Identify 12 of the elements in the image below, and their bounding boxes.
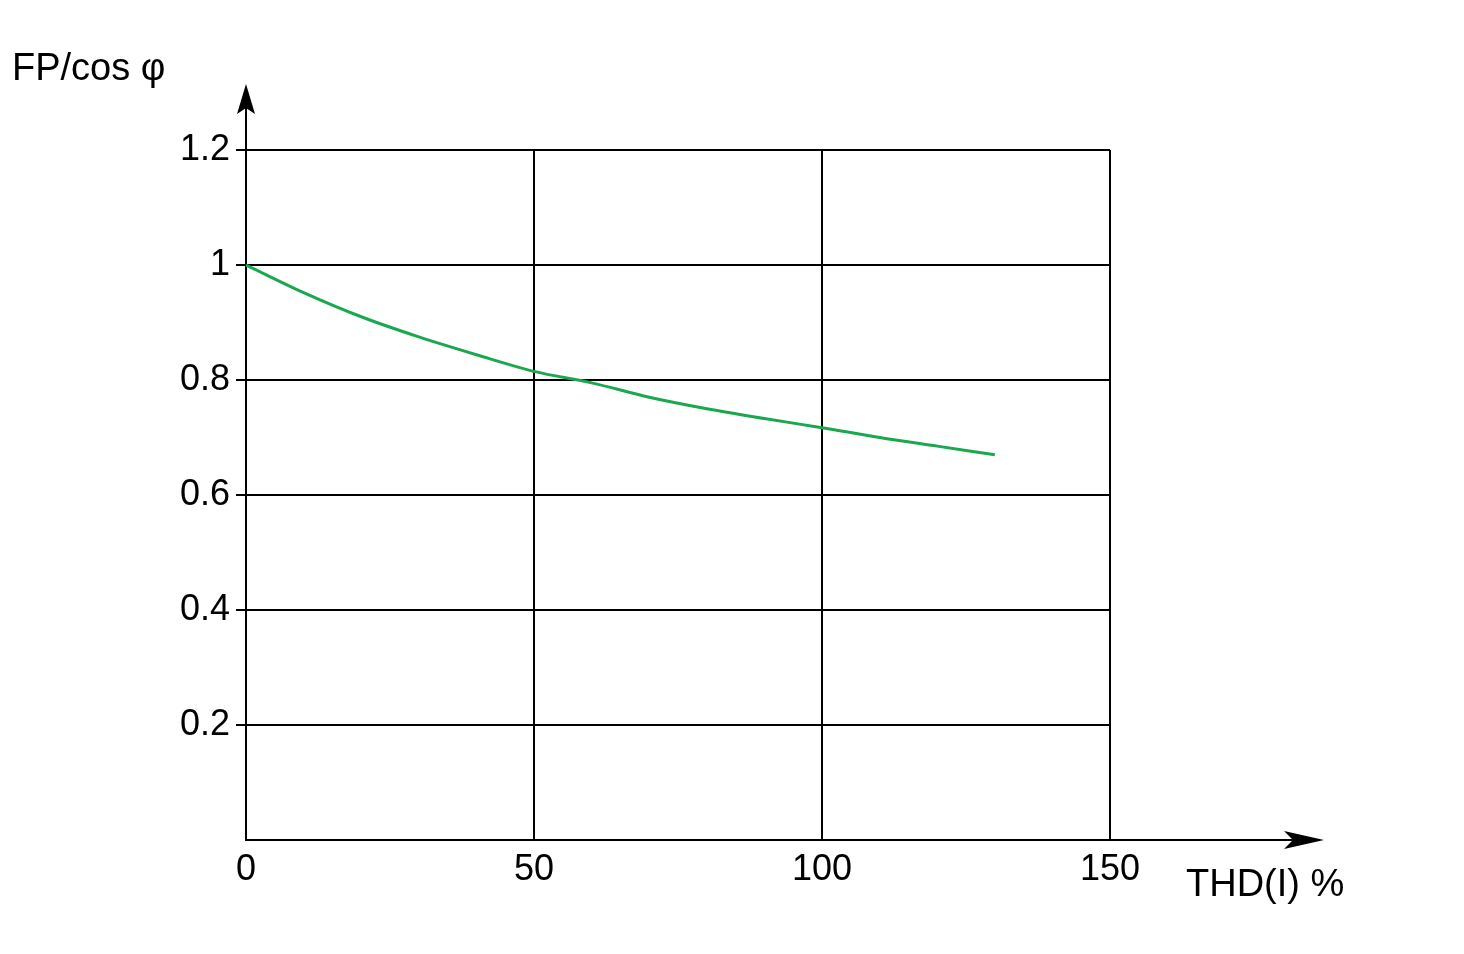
y-tick-label: 0.8 — [179, 356, 230, 398]
x-tick-label: 50 — [513, 846, 555, 888]
y-tick-label: 1 — [209, 241, 230, 283]
y-tick-label: 0.2 — [179, 701, 230, 743]
y-tick-label: 0.6 — [179, 471, 230, 513]
x-tick-label: 100 — [791, 846, 853, 888]
y-axis-title: FP/cos φ — [12, 46, 166, 88]
x-tick-label: 150 — [1079, 846, 1141, 888]
y-tick-label: 1.2 — [179, 126, 230, 168]
x-tick-label: 0 — [235, 846, 257, 888]
y-tick-label: 0.4 — [179, 586, 230, 628]
x-axis-title: THD(I) % — [1186, 862, 1345, 904]
